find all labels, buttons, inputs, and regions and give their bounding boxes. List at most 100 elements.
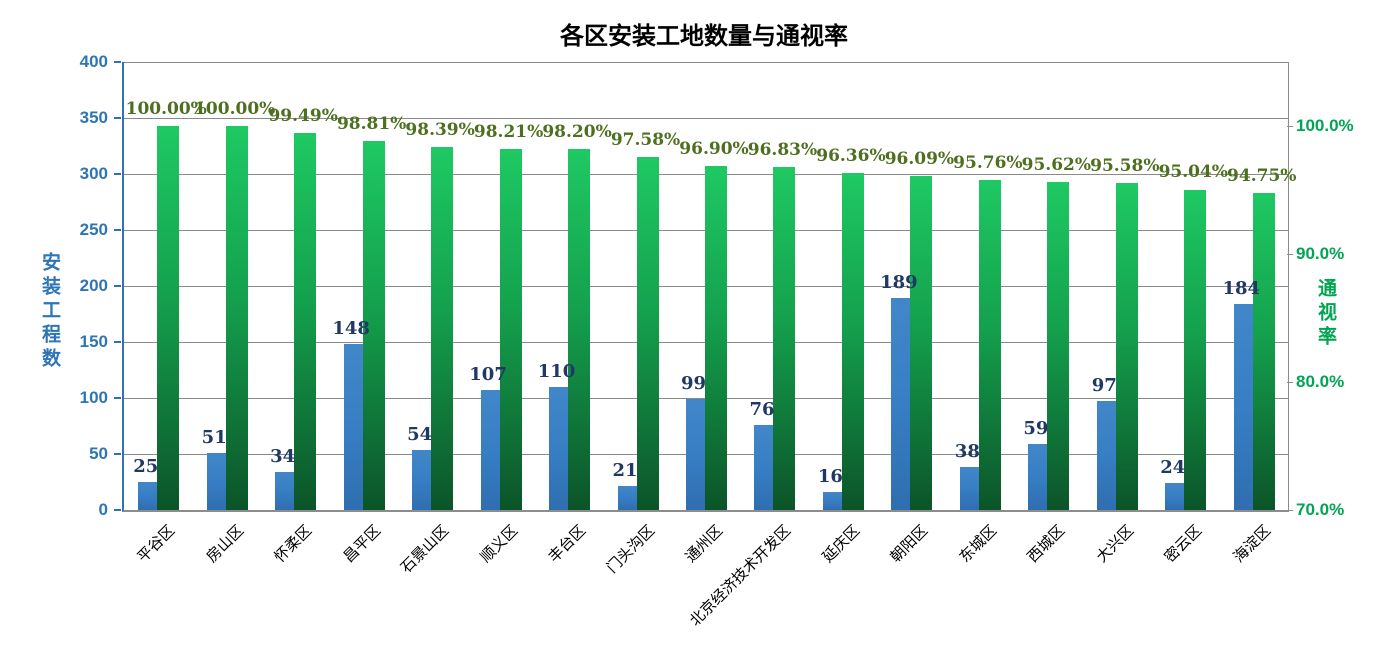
left-axis-tick [114,61,121,63]
rate-percent-label: 100.00% [125,99,207,119]
count-value-label: 148 [332,318,370,340]
rate-bar [1252,193,1275,510]
count-bar [754,424,774,510]
left-axis-tick-label: 300 [79,164,108,183]
left-axis-title: 安装工程数 [39,252,60,372]
rate-bar [499,148,522,510]
count-value-label: 107 [469,364,507,386]
x-axis-category-label: 海淀区 [1230,522,1274,566]
rate-bar [1184,189,1207,510]
rate-bar [157,126,180,510]
left-axis-tick-label: 350 [79,108,108,127]
rate-bar [705,165,727,510]
left-axis-tick-label: 0 [98,500,108,519]
right-axis-tick-label: 80.0% [1296,372,1345,391]
rate-percent-label: 98.20% [542,122,612,143]
left-axis-tick [114,117,121,119]
rate-bar [1047,182,1070,510]
left-axis-tick [114,173,121,175]
x-axis-category-label: 通州区 [682,522,727,566]
left-axis-tick [114,453,121,455]
x-axis-category-label: 朝阳区 [887,522,932,566]
count-bar [206,452,226,510]
plot-area [122,61,1289,512]
rate-percent-label: 98.81% [336,114,407,135]
x-axis-category-label: 顺义区 [476,522,521,566]
right-axis-tick [1287,510,1293,511]
right-axis-title: 通视率 [1315,278,1336,350]
left-axis-tick-label: 250 [79,220,108,239]
count-value-label: 110 [537,360,576,382]
left-axis-tick-label: 400 [79,52,108,71]
x-axis-category-label: 大兴区 [1093,522,1137,566]
x-axis-category-label: 东城区 [956,522,1001,566]
x-axis-category-label: 石景山区 [397,522,453,577]
rate-bar [225,126,248,510]
chart-title: 各区安装工地数量与通视率 [560,21,848,50]
rate-bar [1115,182,1138,510]
x-axis-category-label: 密云区 [1161,522,1206,566]
count-bar [617,486,637,510]
rate-percent-label: 96.83% [747,139,818,160]
count-value-label: 51 [201,426,227,448]
x-axis-category-label: 延庆区 [819,522,864,566]
count-bar [549,386,569,510]
left-axis-tick [114,397,121,399]
rate-percent-label: 98.39% [405,119,475,140]
count-bar [343,344,363,510]
count-bar [138,482,158,510]
rate-percent-label: 95.62% [1021,155,1092,176]
x-axis-category-label: 房山区 [203,522,247,566]
left-axis-tick-label: 100 [79,388,108,407]
rate-bar [294,132,317,510]
count-bar [412,449,432,510]
left-axis-tick [114,285,121,287]
count-value-label: 184 [1222,277,1261,299]
rate-percent-label: 98.21% [473,121,544,142]
right-axis-tick [1287,382,1293,383]
rate-bar [568,149,591,510]
count-bar [1165,483,1185,510]
count-value-label: 21 [612,460,638,482]
rate-bar [910,176,933,510]
count-bar [480,390,500,510]
count-value-label: 25 [133,456,159,477]
count-value-label: 99 [680,373,707,395]
rate-percent-label: 96.36% [816,145,886,166]
count-bar [959,467,979,510]
rate-bar [773,166,796,510]
count-value-label: 24 [1160,457,1186,479]
gridline [124,117,1288,119]
count-value-label: 54 [407,423,433,445]
left-axis-tick-label: 200 [79,276,108,295]
count-bar [822,492,842,510]
right-axis-tick [1287,254,1293,255]
count-value-label: 34 [270,445,296,467]
left-axis-tick [114,509,121,511]
x-axis-category-label: 平谷区 [134,522,179,566]
count-value-label: 189 [880,272,918,294]
rate-percent-label: 96.90% [679,138,749,159]
count-bar [275,471,295,510]
count-value-label: 97 [1091,375,1117,397]
gridline [124,61,1288,63]
count-value-label: 76 [749,398,775,420]
count-bar [686,399,705,510]
rate-percent-label: 96.09% [884,149,955,170]
rate-bar [362,141,385,510]
count-bar [1096,401,1116,510]
x-axis-category-label: 丰台区 [545,522,590,566]
rate-bar [841,172,864,510]
rate-bar [431,146,454,510]
x-axis-category-label: 昌平区 [339,522,384,566]
right-axis-tick-label: 90.0% [1296,244,1345,263]
right-axis-tick-label: 100.0% [1296,116,1354,135]
rate-percent-label: 95.04% [1158,162,1228,183]
count-value-label: 38 [954,441,980,463]
count-bar [891,298,911,510]
count-bar [1028,443,1048,510]
rate-percent-label: 99.49% [268,105,338,126]
left-axis-tick [114,341,121,343]
rate-bar [978,180,1001,510]
